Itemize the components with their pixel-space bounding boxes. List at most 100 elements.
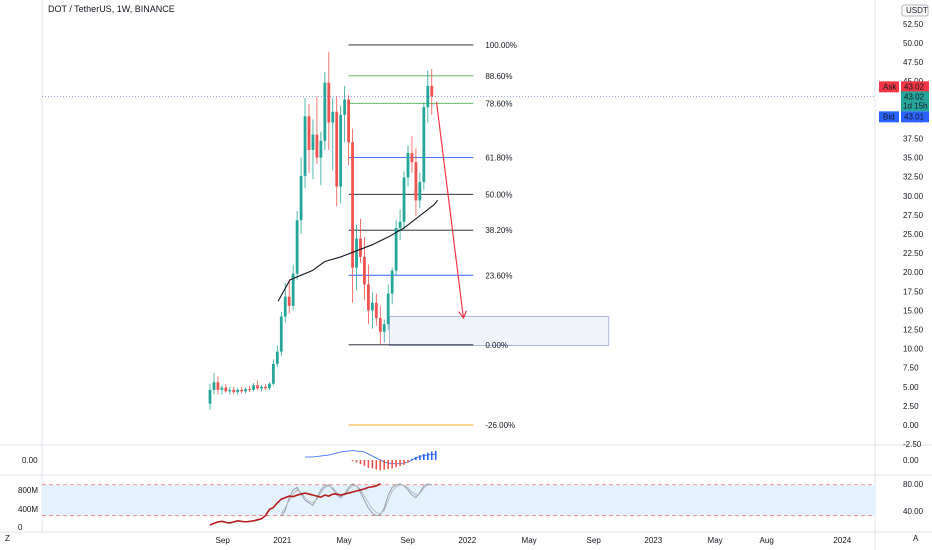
candle-body-50[interactable] [406, 153, 410, 178]
candle-body-25[interactable] [307, 116, 311, 150]
candle-body-29[interactable] [323, 82, 327, 141]
price-tick-19: 5.00 [903, 383, 919, 392]
candle-body-47[interactable] [394, 227, 398, 271]
candle-body-8[interactable] [240, 389, 244, 392]
candle-body-6[interactable] [232, 389, 236, 393]
candle-body-48[interactable] [398, 221, 402, 228]
candle-body-39[interactable] [363, 256, 366, 285]
candle-body-41[interactable] [370, 302, 374, 311]
fibonacci-retracement[interactable]: 100.00% 88.60% 78.60% 61.80% 50.00% 38.20% 23.… [348, 41, 517, 430]
projection-arrow[interactable] [435, 101, 467, 320]
candle-body-27[interactable] [315, 134, 319, 158]
candle-body-23[interactable] [299, 175, 303, 221]
time-tick-2: May [337, 536, 352, 545]
currency-button[interactable]: USDT [901, 4, 929, 17]
candle-body-3[interactable] [220, 387, 224, 390]
candle-body-30[interactable] [327, 82, 331, 123]
macd-hist-bar-20 [430, 451, 433, 460]
macd-pane[interactable]: 0.00 0.00 [22, 450, 919, 471]
candle-body-33[interactable] [339, 114, 343, 187]
candle-body-31[interactable] [331, 111, 335, 123]
time-tick-9: Aug [760, 536, 774, 545]
candle-body-1[interactable] [212, 382, 216, 390]
strength-line[interactable] [209, 483, 381, 526]
candle-body-15[interactable] [268, 383, 271, 389]
macd-line[interactable] [305, 450, 436, 465]
scale-mode-z[interactable]: Z [5, 534, 10, 543]
candle-body-4[interactable] [224, 387, 228, 392]
candle-body-52[interactable] [414, 162, 418, 201]
candle-body-19[interactable] [283, 296, 287, 317]
rsi-left-tick-2: 0 [18, 523, 23, 532]
candle-body-51[interactable] [410, 153, 414, 163]
candle-body-11[interactable] [252, 385, 255, 390]
candle-body-43[interactable] [378, 318, 382, 332]
candle-body-36[interactable] [351, 142, 354, 268]
candle-body-34[interactable] [343, 99, 347, 115]
macd-hist-bar-14 [407, 460, 409, 463]
arrow-head [458, 310, 467, 320]
candle-body-16[interactable] [271, 363, 275, 384]
candle-body-53[interactable] [418, 182, 422, 201]
macd-hist-bar-2 [359, 460, 362, 465]
fib-label-2: 78.60% [485, 99, 512, 108]
candle-body-28[interactable] [319, 140, 323, 158]
candle-body-38[interactable] [359, 238, 362, 257]
time-tick-0: Sep [216, 536, 231, 545]
candle-body-12[interactable] [256, 385, 259, 389]
price-tick-18: 7.50 [903, 364, 919, 373]
candle-body-7[interactable] [236, 389, 240, 393]
candle-body-18[interactable] [279, 316, 283, 352]
candle-body-14[interactable] [264, 386, 267, 389]
macd-hist-bar-0 [351, 460, 354, 462]
target-zone-box[interactable] [388, 316, 610, 346]
stoch-rsi-pane[interactable]: 800M 400M 0 80.00 40.00 [18, 480, 924, 532]
fib-label-1: 88.60% [485, 72, 512, 81]
stoch-d-line[interactable] [280, 484, 432, 515]
candle-body-49[interactable] [402, 177, 406, 222]
moving-average-line[interactable] [277, 200, 439, 302]
candle-body-22[interactable] [295, 220, 299, 274]
arrow-shaft[interactable] [435, 101, 465, 319]
candlestick-series[interactable] [208, 52, 434, 410]
last-price-bg [901, 91, 929, 112]
macd-hist-bar-6 [375, 460, 378, 470]
candle-body-46[interactable] [390, 270, 394, 294]
candle-body-32[interactable] [335, 111, 339, 187]
candle-body-21[interactable] [291, 273, 295, 306]
candle-body-26[interactable] [311, 134, 315, 150]
time-tick-5: May [522, 536, 537, 545]
candle-body-44[interactable] [382, 324, 386, 332]
auto-scale-button[interactable]: A [913, 534, 919, 543]
candle-body-0[interactable] [208, 389, 212, 404]
candle-body-35[interactable] [347, 99, 350, 143]
candle-body-17[interactable] [275, 351, 279, 364]
macd-hist-bar-19 [427, 452, 429, 460]
price-tick-21: 0.00 [903, 421, 919, 430]
price-tick-8: 32.50 [903, 173, 924, 182]
candle-body-5[interactable] [228, 389, 232, 392]
fib-label-6: 23.60% [485, 271, 512, 280]
target-zone-rect[interactable] [388, 316, 610, 346]
candle-body-40[interactable] [367, 284, 370, 311]
moving-average-path[interactable] [277, 200, 439, 302]
candle-body-37[interactable] [355, 238, 358, 268]
price-tick-22: -2.50 [903, 440, 922, 449]
candle-body-20[interactable] [287, 296, 291, 306]
candle-body-13[interactable] [260, 386, 263, 389]
time-axis[interactable]: Sep 2021 May Sep 2022 May Sep 2023 May Aug 2024 [216, 536, 852, 545]
candle-body-9[interactable] [244, 389, 248, 392]
candle-body-56[interactable] [430, 85, 434, 97]
macd-hist-bar-10 [391, 460, 393, 469]
candle-body-10[interactable] [248, 389, 251, 391]
candle-body-24[interactable] [303, 116, 307, 176]
price-tick-13: 20.00 [903, 268, 924, 277]
macd-hist-bar-13 [403, 460, 405, 465]
candle-body-2[interactable] [216, 382, 220, 390]
candle-body-55[interactable] [426, 85, 430, 108]
candle-body-45[interactable] [386, 293, 390, 325]
candle-body-54[interactable] [422, 107, 426, 183]
candle-body-42[interactable] [374, 302, 378, 319]
